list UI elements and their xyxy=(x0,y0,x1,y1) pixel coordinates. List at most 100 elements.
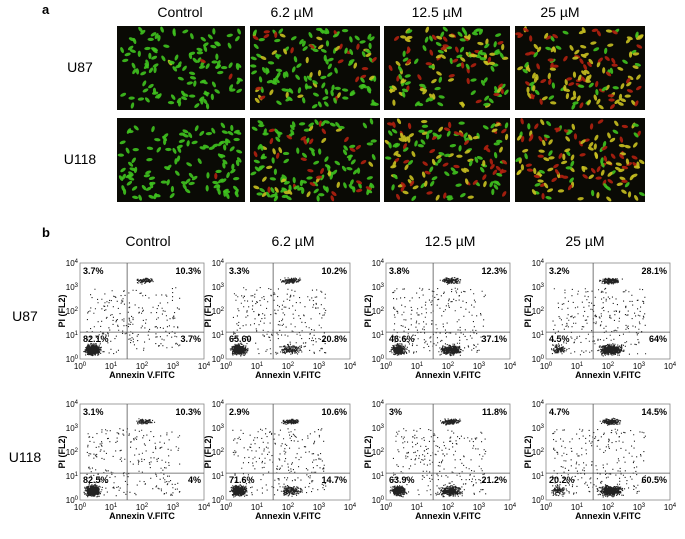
cell xyxy=(210,44,217,49)
cell xyxy=(271,50,278,55)
x-tick-label: 100 xyxy=(74,503,87,512)
cell xyxy=(192,57,198,63)
tick-exponent: 2 xyxy=(221,448,225,454)
y-tick-label: 100 xyxy=(212,496,225,505)
cell xyxy=(562,153,566,161)
cell xyxy=(567,184,573,191)
cell xyxy=(311,150,316,157)
quadrant-percent: 3.2% xyxy=(549,266,570,276)
tick-base: 10 xyxy=(212,355,221,364)
tick-base: 10 xyxy=(66,472,75,481)
cell xyxy=(343,145,348,151)
cell xyxy=(189,76,197,80)
cell xyxy=(609,137,616,143)
tick-base: 10 xyxy=(633,362,642,371)
cell xyxy=(215,53,219,60)
cell xyxy=(289,124,295,131)
cell xyxy=(607,43,614,47)
cell xyxy=(227,42,232,49)
cell xyxy=(227,131,234,136)
cell xyxy=(335,121,340,128)
cell xyxy=(554,127,561,131)
cell xyxy=(593,143,597,150)
cell xyxy=(170,185,175,193)
cell xyxy=(543,134,550,139)
cell xyxy=(297,94,304,98)
tick-base: 10 xyxy=(344,362,353,371)
micrograph xyxy=(117,118,245,202)
cell xyxy=(320,174,325,181)
cell xyxy=(137,50,141,57)
x-axis-label: Annexin V.FITC xyxy=(415,511,481,521)
cell xyxy=(438,95,445,99)
cell xyxy=(619,136,624,143)
tick-base: 10 xyxy=(198,503,207,512)
cell xyxy=(177,76,184,81)
cell xyxy=(605,161,613,165)
tick-exponent: 1 xyxy=(541,472,545,478)
cell xyxy=(361,51,366,58)
cell xyxy=(319,28,324,34)
cell xyxy=(475,99,482,104)
cell xyxy=(470,63,477,68)
cell xyxy=(368,42,372,50)
cell xyxy=(517,66,524,71)
tick-base: 10 xyxy=(372,355,381,364)
cell xyxy=(501,43,505,51)
cell xyxy=(555,45,562,50)
cell xyxy=(233,137,240,142)
cell xyxy=(495,165,501,171)
cell xyxy=(524,61,529,68)
x-tick-label: 103 xyxy=(313,362,326,371)
cell xyxy=(520,118,524,125)
cell xyxy=(259,95,266,100)
quadrant-percent: 14.7% xyxy=(321,475,347,485)
cell xyxy=(429,166,434,173)
cell xyxy=(548,139,553,145)
cell xyxy=(566,77,573,81)
cell xyxy=(550,62,554,69)
cell xyxy=(184,188,191,194)
tick-base: 10 xyxy=(372,400,381,409)
x-tick-label: 100 xyxy=(540,503,553,512)
tick-exponent: 0 xyxy=(83,503,87,509)
tick-exponent: 4 xyxy=(221,259,225,265)
cell xyxy=(371,99,375,106)
cell xyxy=(483,77,488,83)
cell xyxy=(529,81,535,86)
tick-exponent: 2 xyxy=(611,362,615,368)
cell xyxy=(210,93,214,101)
cell xyxy=(604,56,610,61)
cell xyxy=(205,103,210,110)
quadrant-percent: 28.1% xyxy=(641,266,667,276)
cell xyxy=(424,36,429,43)
cell xyxy=(217,178,224,184)
quadrant-percent: 21.2% xyxy=(481,475,507,485)
cell xyxy=(549,67,557,71)
cell xyxy=(551,177,558,182)
tick-exponent: 2 xyxy=(145,362,149,368)
quadrant-percent: 11.8% xyxy=(482,407,507,417)
cell xyxy=(417,144,424,148)
x-tick-label: 100 xyxy=(380,503,393,512)
cell xyxy=(349,147,356,152)
cell xyxy=(146,158,153,162)
tick-exponent: 0 xyxy=(83,362,87,368)
tick-exponent: 3 xyxy=(482,503,486,509)
cell xyxy=(126,128,132,134)
x-tick-label: 104 xyxy=(344,362,357,371)
tick-exponent: 0 xyxy=(229,503,233,509)
cell xyxy=(479,166,485,173)
cell xyxy=(596,98,601,105)
tick-exponent: 0 xyxy=(541,496,545,502)
x-tick-label: 104 xyxy=(504,503,517,512)
cell xyxy=(161,55,166,62)
cell xyxy=(358,84,365,88)
cell xyxy=(388,65,393,71)
cell xyxy=(504,89,509,95)
tick-exponent: 3 xyxy=(381,424,385,430)
cell xyxy=(228,84,234,91)
x-tick-label: 102 xyxy=(442,503,455,512)
cell xyxy=(320,120,326,127)
cell xyxy=(199,59,206,64)
